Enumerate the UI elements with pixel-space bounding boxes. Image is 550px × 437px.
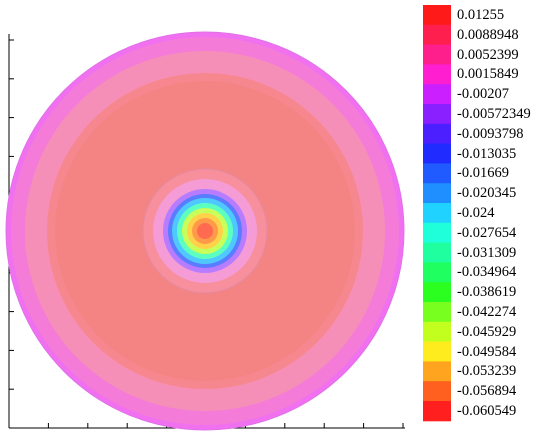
legend-label: -0.020345: [457, 185, 517, 202]
contour-outline: [5, 31, 405, 431]
legend-swatch: [423, 262, 451, 283]
legend-swatch: [423, 302, 451, 323]
legend-swatch: [423, 242, 451, 263]
legend-swatch: [423, 123, 451, 145]
legend-label: -0.0093798: [457, 125, 524, 142]
legend-label: -0.045929: [457, 323, 517, 340]
legend-label: 0.0015849: [457, 66, 519, 83]
legend-swatch: [423, 183, 451, 204]
legend-swatch: [423, 84, 451, 105]
legend-swatch: [423, 64, 451, 85]
legend-label: -0.024: [457, 205, 495, 221]
legend-label: -0.060549: [457, 403, 517, 419]
legend-label: -0.053239: [457, 363, 517, 380]
legend-swatch: [423, 24, 451, 46]
legend-swatch: [423, 5, 451, 26]
legend-label: 0.01255: [457, 7, 505, 23]
legend-label: 0.0052399: [457, 46, 519, 63]
contour-ring: [197, 223, 213, 239]
legend-swatch: [423, 361, 451, 382]
legend-swatch: [423, 104, 451, 125]
legend-swatch: [423, 143, 451, 164]
legend-swatch: [423, 401, 451, 422]
legend-label: -0.056894: [457, 383, 517, 400]
contour-outline: [142, 168, 268, 294]
legend-swatch: [423, 163, 451, 184]
legend-swatch: [423, 381, 451, 402]
legend-label: -0.031309: [457, 244, 517, 261]
legend-swatch: [423, 282, 451, 303]
legend-label: -0.01669: [457, 165, 509, 182]
legend-label: -0.013035: [457, 145, 517, 162]
legend-label: -0.00572349: [457, 106, 531, 122]
legend-label: -0.027654: [457, 224, 517, 241]
legend-label: -0.034964: [457, 264, 517, 281]
legend-swatch: [423, 203, 451, 224]
legend-swatch: [423, 321, 451, 343]
legend-label: 0.0088948: [457, 26, 519, 43]
legend-label: -0.049584: [457, 343, 517, 360]
legend-label: -0.00207: [457, 86, 509, 103]
legend-label: -0.042274: [457, 304, 517, 320]
legend-swatch: [423, 44, 451, 65]
legend-colorbar: [423, 5, 451, 422]
legend-label: -0.038619: [457, 284, 517, 301]
contour-field: [5, 31, 405, 431]
legend-swatch: [423, 222, 451, 244]
legend-swatch: [423, 341, 451, 362]
